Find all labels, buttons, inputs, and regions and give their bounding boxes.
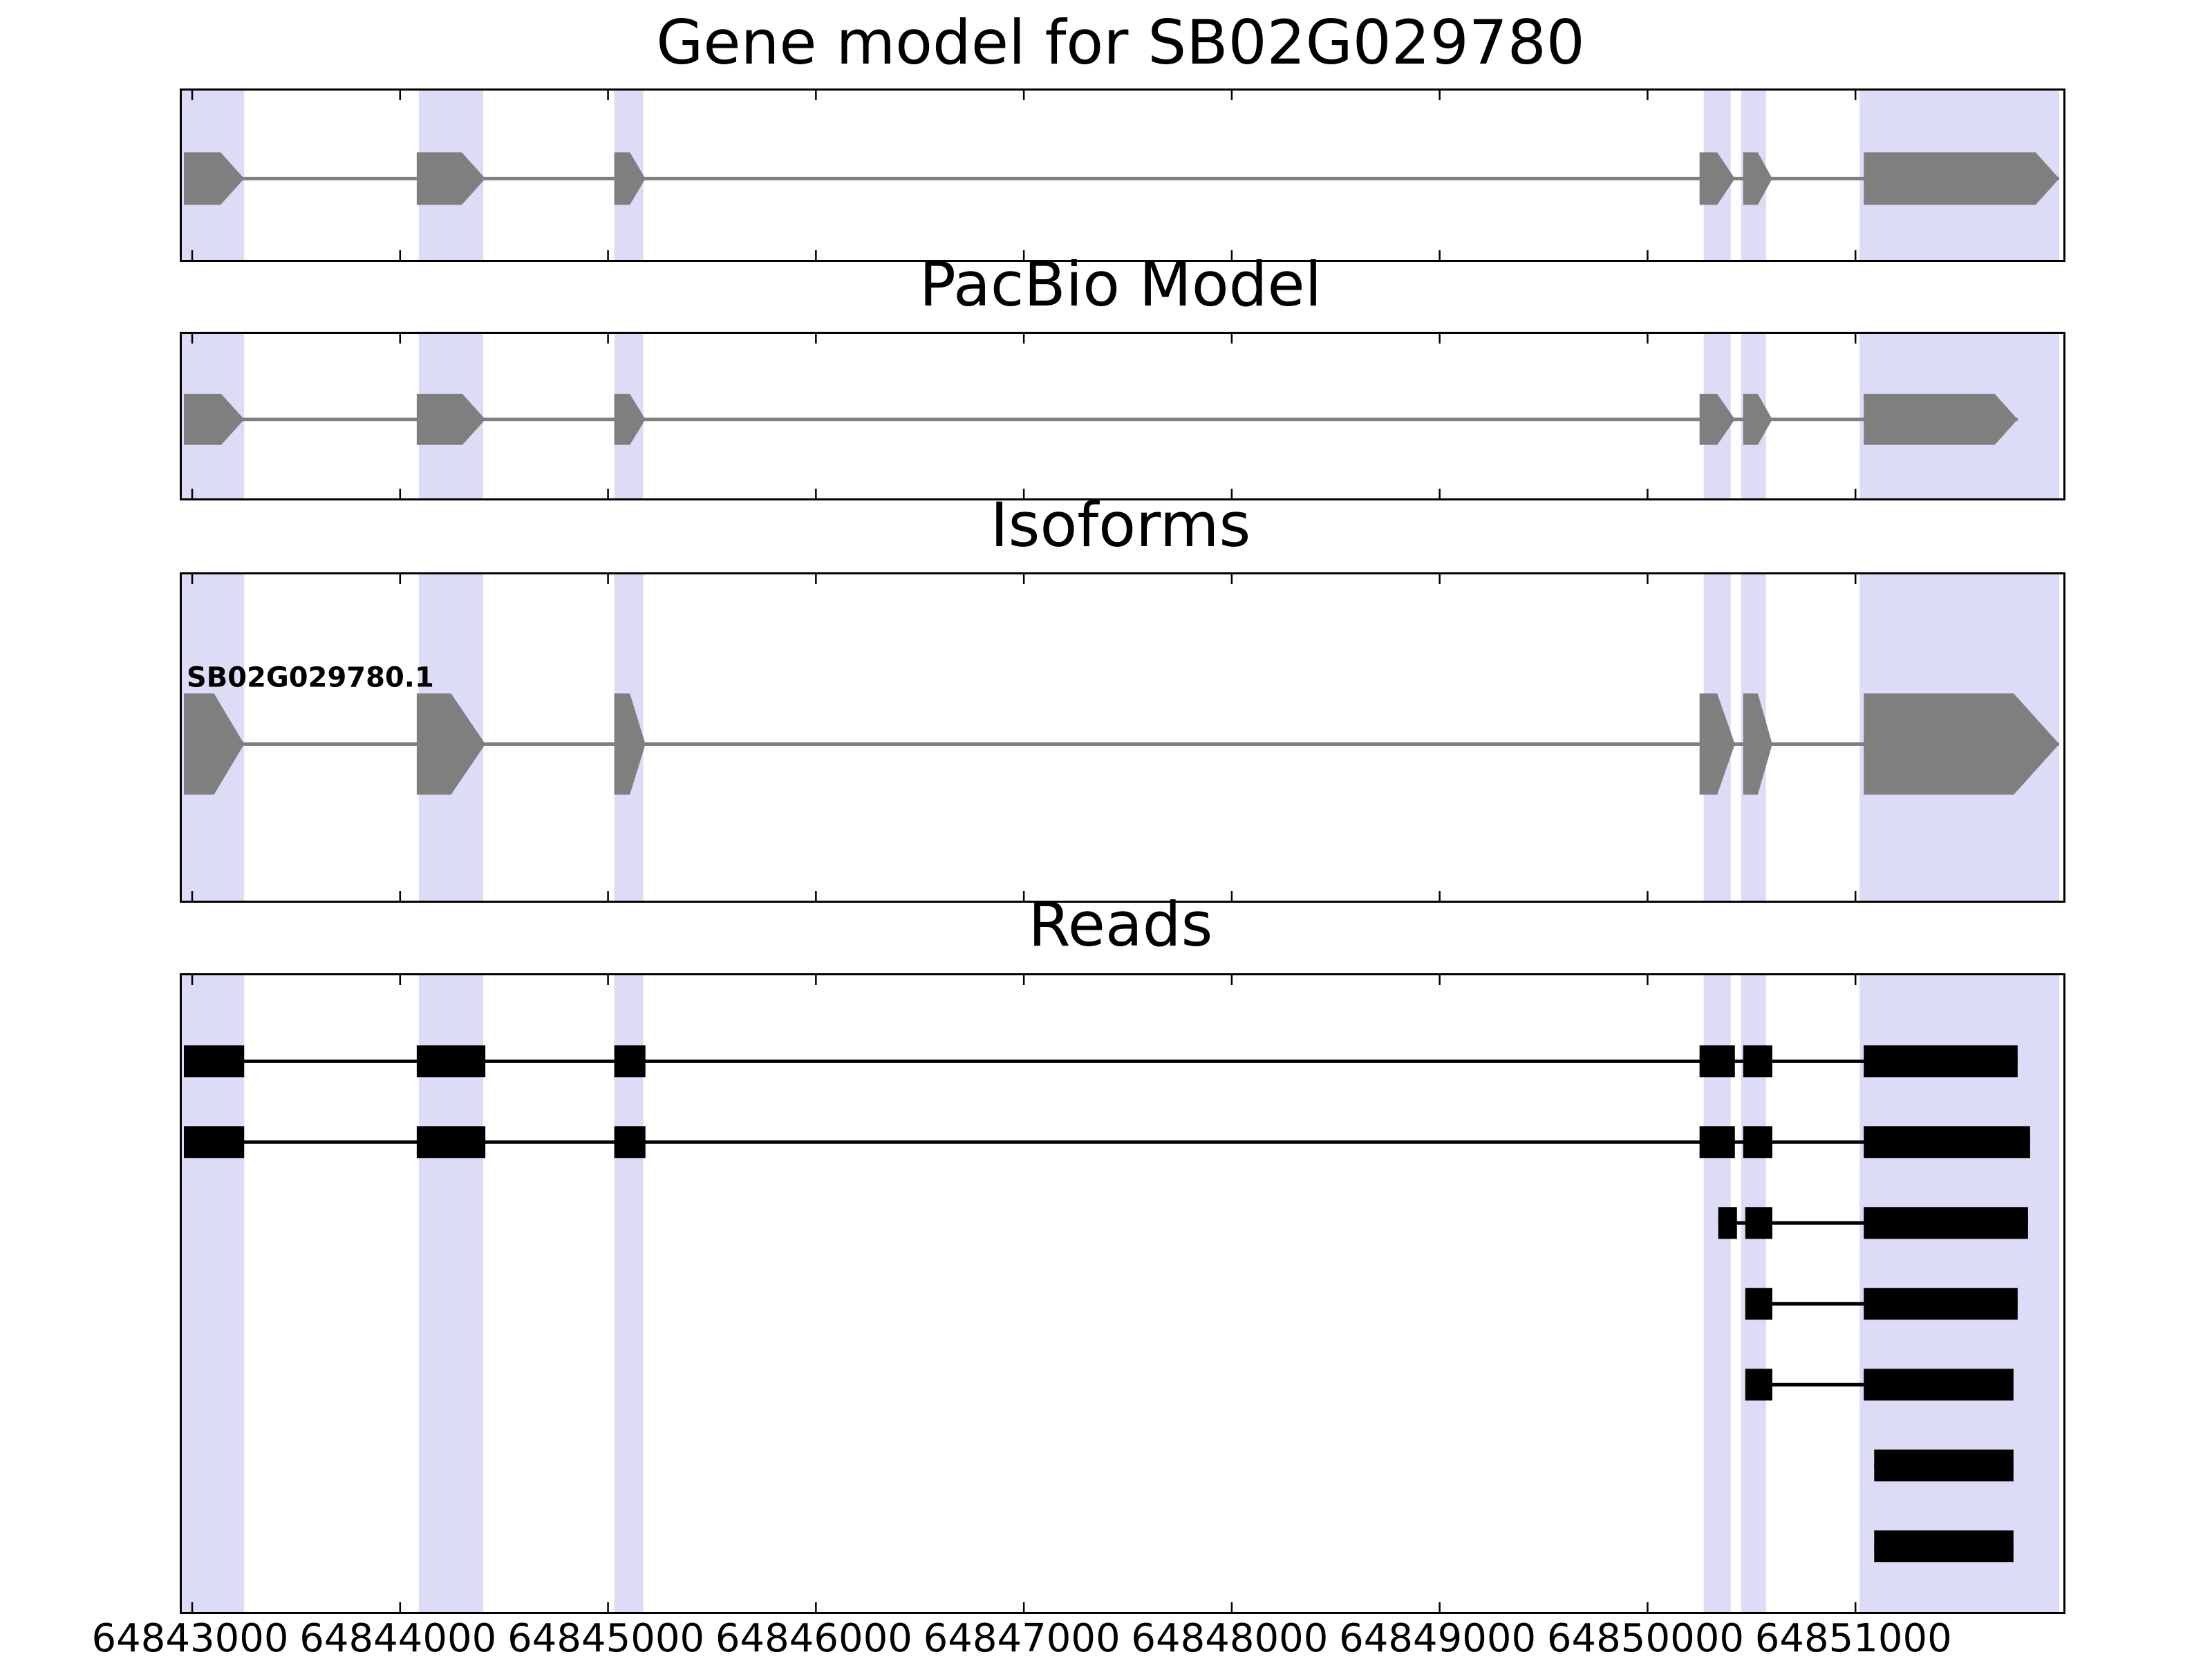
highlight-band — [1703, 975, 1731, 1612]
read-exon — [1745, 1207, 1772, 1239]
read-exon — [1743, 1045, 1772, 1078]
x-tick-label: 64846000 — [715, 1616, 912, 1661]
exon-arrow — [1864, 393, 2018, 445]
exon-arrow — [184, 393, 245, 445]
exon-arrow — [1864, 693, 2059, 795]
x-tick-label: 64844000 — [299, 1616, 497, 1661]
highlight-band — [182, 975, 245, 1612]
read-exon — [416, 1045, 486, 1078]
read-exon — [1745, 1288, 1772, 1320]
exon-arrow — [416, 393, 486, 445]
panel-reads — [180, 973, 2065, 1614]
panel-isoforms: SB02G029780.1 — [180, 572, 2065, 903]
exon-arrow — [1743, 393, 1772, 445]
panel-pacbio-model — [180, 332, 2065, 500]
pacbio-model-plot — [182, 334, 2059, 498]
read-exon — [1864, 1369, 2014, 1401]
panel-title-reads: Reads — [1028, 889, 1213, 960]
x-axis-labels: 64843000 64844000 64845000 64846000 64847000… — [92, 1616, 2061, 1661]
x-tick-label: 64848000 — [1131, 1616, 1329, 1661]
panel-title-isoforms: Isoforms — [990, 489, 1251, 561]
exon-arrow — [416, 693, 486, 795]
panel-gene-model — [180, 88, 2065, 262]
panel-title-pacbio-model: PacBio Model — [919, 249, 1322, 320]
read-exon — [184, 1045, 245, 1078]
read-exon — [1699, 1126, 1735, 1158]
read-exon — [1745, 1369, 1772, 1401]
read-exon — [1699, 1045, 1735, 1078]
highlight-band — [418, 975, 484, 1612]
read-exon — [1864, 1288, 2018, 1320]
reads-plot — [182, 975, 2059, 1612]
read-exon — [1874, 1530, 2014, 1563]
exon-arrow — [1864, 152, 2059, 205]
exon-arrow — [614, 393, 646, 445]
read-exon — [614, 1045, 646, 1078]
read-exon — [1743, 1126, 1772, 1158]
read-exon — [1874, 1449, 2014, 1482]
isoforms-plot: SB02G029780.1 — [182, 574, 2059, 901]
exon-arrow — [1699, 693, 1735, 795]
x-tick-label: 64851000 — [1754, 1616, 1952, 1661]
read-exon — [1864, 1126, 2030, 1158]
exon-arrow — [416, 152, 486, 205]
read-exon — [1718, 1207, 1737, 1239]
read-exon — [184, 1126, 245, 1158]
exon-arrow — [1743, 693, 1772, 795]
isoform-label: SB02G029780.1 — [187, 661, 434, 693]
x-tick-label: 64847000 — [923, 1616, 1121, 1661]
gene-model-plot — [182, 91, 2059, 260]
exon-arrow — [1699, 393, 1735, 445]
x-tick-label: 64850000 — [1546, 1616, 1744, 1661]
x-tick-label: 64849000 — [1339, 1616, 1537, 1661]
exon-arrow — [1699, 152, 1735, 205]
read-exon — [614, 1126, 646, 1158]
exon-arrow — [1743, 152, 1772, 205]
read-exon — [1864, 1207, 2028, 1239]
highlight-band — [614, 975, 644, 1612]
exon-arrow — [184, 152, 245, 205]
read-exon — [1864, 1045, 2018, 1078]
x-tick-label: 64843000 — [91, 1616, 289, 1661]
read-exon — [416, 1126, 486, 1158]
x-tick-label: 64845000 — [507, 1616, 705, 1661]
panel-title-gene-model: Gene model for SB02G029780 — [656, 7, 1585, 78]
